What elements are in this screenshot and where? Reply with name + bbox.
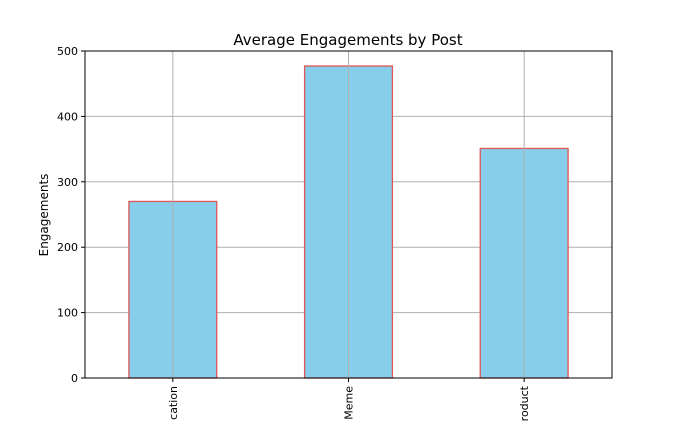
chart-title: Average Engagements by Post: [233, 31, 462, 49]
y-tick-label: 400: [57, 110, 78, 123]
y-axis-label: Engagements: [37, 174, 51, 257]
y-tick-label: 200: [57, 241, 78, 254]
y-axis-ticks: 0 100 200 300 400 500: [57, 45, 85, 385]
y-tick-label: 500: [57, 45, 78, 58]
x-tick-label-education: cation: [167, 386, 180, 420]
x-tick-label-product: roduct: [518, 385, 531, 421]
y-tick-label: 300: [57, 176, 78, 189]
vertical-grid-lines: [172, 51, 525, 378]
y-tick-label: 0: [71, 372, 78, 385]
y-tick-label: 100: [57, 307, 78, 320]
x-axis-ticks: cation Meme roduct: [167, 378, 531, 421]
x-tick-label-meme: Meme: [343, 386, 356, 420]
